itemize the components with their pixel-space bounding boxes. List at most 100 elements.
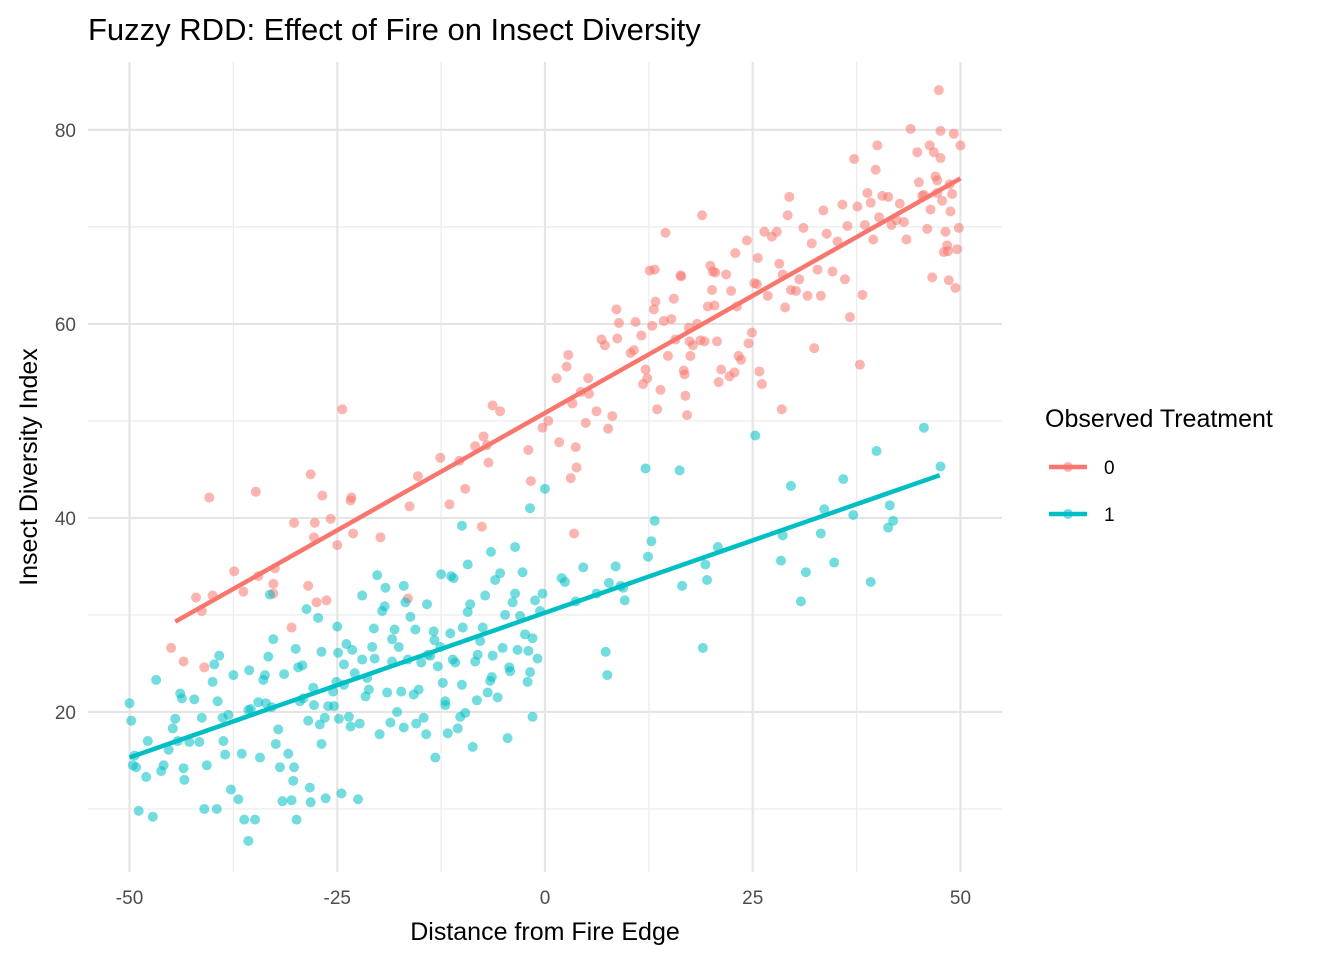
scatter-point bbox=[343, 711, 354, 722]
scatter-point bbox=[865, 576, 876, 587]
scatter-point bbox=[795, 596, 806, 607]
scatter-point bbox=[839, 274, 850, 285]
scatter-point bbox=[794, 274, 805, 285]
scatter-point bbox=[741, 235, 752, 246]
scatter-point bbox=[313, 612, 324, 623]
scatter-point bbox=[527, 711, 538, 722]
scatter-point bbox=[871, 445, 882, 456]
x-axis-title: Distance from Fire Edge bbox=[410, 918, 680, 946]
scatter-point bbox=[649, 515, 660, 526]
scatter-point bbox=[218, 736, 229, 747]
scatter-point bbox=[483, 457, 494, 468]
scatter-point bbox=[780, 302, 791, 313]
scatter-point bbox=[711, 336, 722, 347]
scatter-point bbox=[321, 595, 332, 606]
scatter-point bbox=[303, 715, 314, 726]
scatter-point bbox=[809, 343, 820, 354]
scatter-point bbox=[457, 622, 468, 633]
scatter-point bbox=[291, 814, 302, 825]
scatter-point bbox=[610, 561, 621, 572]
scatter-point bbox=[901, 234, 912, 245]
scatter-point bbox=[525, 476, 536, 487]
scatter-point bbox=[952, 244, 963, 255]
scatter-point bbox=[316, 738, 327, 749]
scatter-point bbox=[729, 367, 740, 378]
scatter-point bbox=[286, 622, 297, 633]
scatter-point bbox=[437, 677, 448, 688]
y-tick-label: 20 bbox=[55, 703, 76, 724]
scatter-point bbox=[937, 195, 948, 206]
scatter-point bbox=[131, 762, 142, 773]
scatter-point bbox=[707, 284, 718, 295]
scatter-point bbox=[543, 415, 554, 426]
scatter-point bbox=[303, 580, 314, 591]
scatter-point bbox=[648, 304, 659, 315]
scatter-point bbox=[913, 177, 924, 188]
scatter-point bbox=[368, 623, 379, 634]
legend: Observed Treatment 0 1 bbox=[1045, 405, 1273, 526]
scatter-point bbox=[477, 622, 488, 633]
scatter-point bbox=[571, 462, 582, 473]
scatter-point bbox=[650, 296, 661, 307]
y-tick-label: 40 bbox=[55, 509, 76, 530]
scatter-point bbox=[158, 760, 169, 771]
scatter-point bbox=[685, 350, 696, 361]
scatter-point bbox=[602, 670, 613, 681]
scatter-point bbox=[865, 197, 876, 208]
scatter-point bbox=[603, 577, 614, 588]
scatter-point bbox=[389, 624, 400, 635]
scatter-point bbox=[530, 595, 541, 606]
scatter-point bbox=[456, 520, 467, 531]
scatter-point bbox=[422, 599, 433, 610]
scatter-point bbox=[611, 304, 622, 315]
scatter-point bbox=[677, 580, 688, 591]
scatter-point bbox=[591, 406, 602, 417]
scatter-point bbox=[444, 499, 455, 510]
scatter-point bbox=[446, 571, 457, 582]
scatter-point bbox=[619, 595, 630, 606]
scatter-point bbox=[346, 492, 357, 503]
scatter-point bbox=[243, 705, 254, 715]
scatter-point bbox=[179, 774, 190, 785]
series-layer bbox=[124, 85, 966, 846]
scatter-point bbox=[935, 461, 946, 472]
series-0-points bbox=[166, 85, 966, 673]
scatter-point bbox=[286, 795, 297, 806]
scatter-point bbox=[332, 540, 343, 551]
scatter-point bbox=[492, 692, 503, 703]
scatter-point bbox=[636, 330, 647, 341]
scatter-point bbox=[228, 670, 239, 681]
scatter-point bbox=[163, 744, 174, 755]
scatter-point bbox=[497, 642, 508, 653]
scatter-point bbox=[392, 706, 403, 717]
scatter-point bbox=[537, 588, 548, 599]
scatter-point bbox=[798, 222, 809, 233]
scatter-point bbox=[478, 431, 489, 442]
scatter-point bbox=[239, 814, 250, 825]
scatter-point bbox=[666, 314, 677, 325]
scatter-point bbox=[523, 445, 534, 456]
scatter-point bbox=[467, 741, 478, 752]
x-tick-label: 50 bbox=[950, 888, 971, 909]
scatter-point bbox=[935, 153, 946, 164]
scatter-point bbox=[561, 361, 572, 372]
scatter-point bbox=[815, 290, 826, 301]
scatter-point bbox=[854, 359, 865, 370]
scatter-point bbox=[170, 713, 181, 724]
scatter-point bbox=[316, 646, 327, 657]
scatter-point bbox=[314, 719, 325, 730]
scatter-point bbox=[559, 576, 570, 587]
scatter-point bbox=[935, 125, 946, 136]
scatter-point bbox=[482, 687, 493, 698]
scatter-point bbox=[201, 760, 212, 771]
scatter-point bbox=[142, 736, 153, 747]
scatter-point bbox=[713, 377, 724, 388]
x-tick-label: -50 bbox=[116, 888, 143, 909]
scatter-point bbox=[537, 422, 548, 433]
scatter-point bbox=[709, 300, 720, 311]
scatter-point bbox=[849, 154, 860, 165]
scatter-point bbox=[337, 404, 348, 415]
scatter-point bbox=[367, 641, 378, 652]
scatter-point bbox=[440, 700, 451, 711]
scatter-point bbox=[263, 651, 274, 662]
